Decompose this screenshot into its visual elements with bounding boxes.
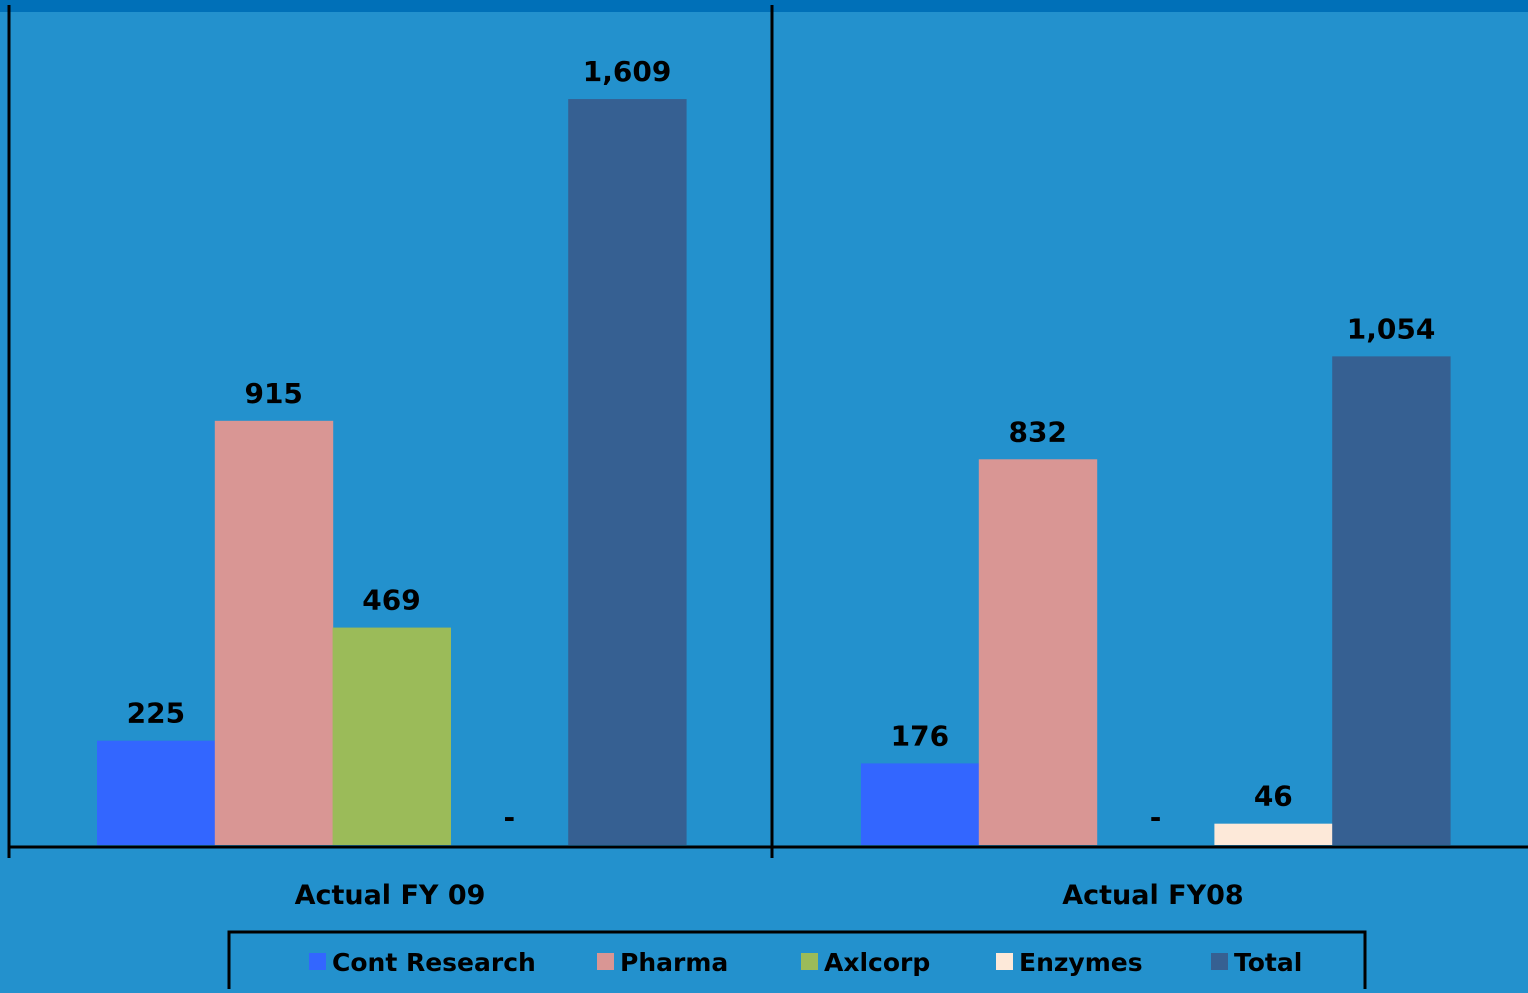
bar-group	[97, 99, 1451, 845]
bar-enzymes-actual-fy08	[1214, 823, 1333, 845]
bar-pharma-actual-fy-09	[214, 420, 334, 845]
data-label-enzymes-actual-fy-09: -	[503, 801, 515, 834]
legend-swatch-axlcorp	[801, 953, 818, 970]
bar-total-actual-fy-09	[568, 99, 687, 845]
data-label-cont-research-actual-fy-09: 225	[127, 697, 185, 730]
legend-label-cont-research: Cont Research	[332, 948, 536, 977]
top-band	[0, 0, 1528, 12]
legend-label-axlcorp: Axlcorp	[824, 948, 930, 977]
legend: Cont Research Pharma Axlcorp Enzymes Total	[227, 930, 1367, 993]
legend-label-enzymes: Enzymes	[1019, 948, 1143, 977]
legend-swatch-total	[1211, 953, 1228, 970]
data-label-total-actual-fy08: 1,054	[1347, 312, 1436, 345]
bar-pharma-actual-fy08	[978, 459, 1098, 845]
data-label-group: 225 915 469 - 1,609 176 832 - 46 1,054	[127, 55, 1436, 834]
data-label-cont-research-actual-fy08: 176	[891, 719, 949, 752]
legend-swatch-cont-research	[309, 953, 326, 970]
data-label-enzymes-actual-fy08: 46	[1254, 780, 1293, 813]
data-label-axlcorp-actual-fy-09: 469	[362, 584, 420, 617]
bar-cont-research-actual-fy08	[861, 763, 980, 845]
bar-cont-research-actual-fy-09	[97, 740, 216, 845]
data-label-total-actual-fy-09: 1,609	[583, 55, 672, 88]
legend-swatch-enzymes	[996, 953, 1013, 970]
data-label-pharma-actual-fy-09: 915	[244, 377, 302, 410]
category-label-actual-fy-09: Actual FY 09	[295, 880, 486, 911]
legend-label-pharma: Pharma	[620, 948, 728, 977]
legend-label-total: Total	[1234, 948, 1302, 977]
legend-swatch-pharma	[597, 953, 614, 970]
category-label-actual-fy08: Actual FY08	[1062, 880, 1243, 911]
data-label-pharma-actual-fy08: 832	[1008, 415, 1066, 448]
axes	[7, 5, 1528, 858]
category-label-group: Actual FY 09 Actual FY08	[295, 880, 1244, 911]
bar-total-actual-fy08	[1332, 356, 1451, 845]
bar-axlcorp-actual-fy-09	[332, 627, 451, 845]
data-label-axlcorp-actual-fy08: -	[1150, 801, 1162, 834]
